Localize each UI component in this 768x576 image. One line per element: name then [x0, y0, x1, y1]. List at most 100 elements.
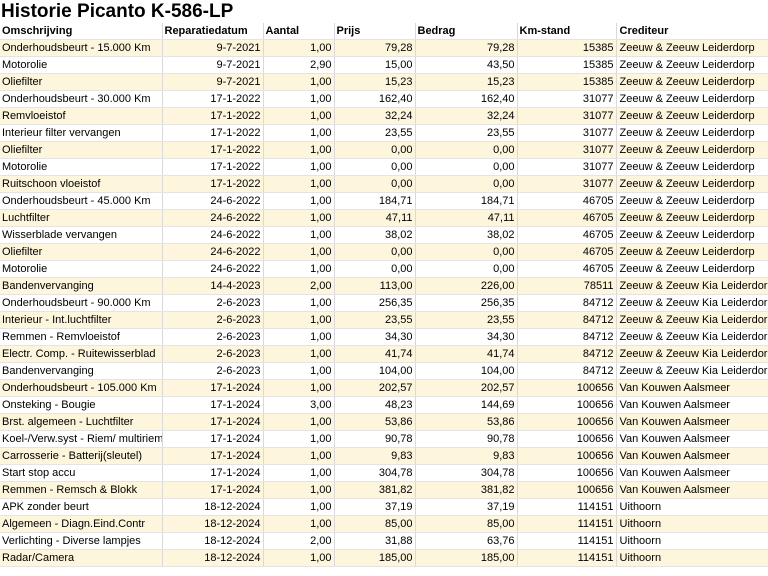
cell-prijs[interactable]: 79,28	[334, 39, 416, 57]
cell-km-stand[interactable]: 15385	[517, 73, 617, 91]
cell-bedrag[interactable]: 144,69	[415, 396, 518, 414]
cell-crediteur[interactable]: Uithoorn	[616, 549, 768, 567]
cell-aantal[interactable]: 1,00	[263, 260, 335, 278]
cell-bedrag[interactable]: 90,78	[415, 430, 518, 448]
cell-omschrijving[interactable]: Onderhoudsbeurt - 15.000 Km	[0, 39, 163, 57]
cell-km-stand[interactable]: 46705	[517, 209, 617, 227]
cell-crediteur[interactable]: Zeeuw & Zeeuw Leiderdorp	[616, 107, 768, 125]
cell-crediteur[interactable]: Zeeuw & Zeeuw Kia Leiderdorp	[616, 311, 768, 329]
cell-prijs[interactable]: 104,00	[334, 362, 416, 380]
cell-omschrijving[interactable]: Remmen - Remvloeistof	[0, 328, 163, 346]
cell-crediteur[interactable]: Zeeuw & Zeeuw Leiderdorp	[616, 243, 768, 261]
cell-bedrag[interactable]: 185,00	[415, 549, 518, 567]
cell-reparatiedatum[interactable]: 18-12-2024	[162, 532, 264, 550]
cell-prijs[interactable]: 0,00	[334, 243, 416, 261]
cell-km-stand[interactable]: 46705	[517, 243, 617, 261]
cell-crediteur[interactable]: Zeeuw & Zeeuw Kia Leiderdorp	[616, 328, 768, 346]
cell-bedrag[interactable]: 304,78	[415, 464, 518, 482]
cell-prijs[interactable]: 185,00	[334, 549, 416, 567]
cell-bedrag[interactable]: 381,82	[415, 481, 518, 499]
cell-crediteur[interactable]: Van Kouwen Aalsmeer	[616, 447, 768, 465]
cell-km-stand[interactable]: 31077	[517, 175, 617, 193]
cell-km-stand[interactable]: 46705	[517, 226, 617, 244]
cell-aantal[interactable]: 1,00	[263, 549, 335, 567]
cell-reparatiedatum[interactable]: 9-7-2021	[162, 73, 264, 91]
cell-crediteur[interactable]: Van Kouwen Aalsmeer	[616, 413, 768, 431]
cell-aantal[interactable]: 1,00	[263, 39, 335, 57]
cell-prijs[interactable]: 15,23	[334, 73, 416, 91]
cell-reparatiedatum[interactable]: 17-1-2024	[162, 447, 264, 465]
cell-aantal[interactable]: 1,00	[263, 226, 335, 244]
column-header-reparatiedatum[interactable]: Reparatiedatum	[162, 23, 264, 40]
cell-crediteur[interactable]: Zeeuw & Zeeuw Leiderdorp	[616, 209, 768, 227]
cell-prijs[interactable]: 162,40	[334, 90, 416, 108]
cell-km-stand[interactable]: 114151	[517, 498, 617, 516]
cell-bedrag[interactable]: 256,35	[415, 294, 518, 312]
cell-reparatiedatum[interactable]: 18-12-2024	[162, 549, 264, 567]
cell-aantal[interactable]: 1,00	[263, 175, 335, 193]
cell-bedrag[interactable]: 79,28	[415, 39, 518, 57]
cell-km-stand[interactable]: 15385	[517, 39, 617, 57]
cell-omschrijving[interactable]: Motorolie	[0, 56, 163, 74]
cell-omschrijving[interactable]: Brst. algemeen - Luchtfilter	[0, 413, 163, 431]
cell-prijs[interactable]: 53,86	[334, 413, 416, 431]
cell-bedrag[interactable]: 104,00	[415, 362, 518, 380]
cell-aantal[interactable]: 1,00	[263, 192, 335, 210]
cell-aantal[interactable]: 1,00	[263, 90, 335, 108]
cell-crediteur[interactable]: Van Kouwen Aalsmeer	[616, 464, 768, 482]
cell-prijs[interactable]: 47,11	[334, 209, 416, 227]
cell-omschrijving[interactable]: Motorolie	[0, 260, 163, 278]
cell-crediteur[interactable]: Zeeuw & Zeeuw Leiderdorp	[616, 73, 768, 91]
cell-omschrijving[interactable]: Carrosserie - Batterij(sleutel)	[0, 447, 163, 465]
cell-bedrag[interactable]: 43,50	[415, 56, 518, 74]
cell-km-stand[interactable]: 15385	[517, 56, 617, 74]
column-header-prijs[interactable]: Prijs	[334, 23, 416, 40]
cell-reparatiedatum[interactable]: 9-7-2021	[162, 39, 264, 57]
cell-reparatiedatum[interactable]: 17-1-2024	[162, 396, 264, 414]
cell-km-stand[interactable]: 31077	[517, 90, 617, 108]
cell-prijs[interactable]: 85,00	[334, 515, 416, 533]
cell-bedrag[interactable]: 37,19	[415, 498, 518, 516]
cell-omschrijving[interactable]: Koel-/Verw.syst - Riem/ multiriem	[0, 430, 163, 448]
cell-reparatiedatum[interactable]: 17-1-2024	[162, 464, 264, 482]
cell-prijs[interactable]: 90,78	[334, 430, 416, 448]
cell-crediteur[interactable]: Van Kouwen Aalsmeer	[616, 481, 768, 499]
cell-crediteur[interactable]: Zeeuw & Zeeuw Leiderdorp	[616, 175, 768, 193]
cell-crediteur[interactable]: Zeeuw & Zeeuw Leiderdorp	[616, 192, 768, 210]
cell-aantal[interactable]: 1,00	[263, 209, 335, 227]
cell-bedrag[interactable]: 47,11	[415, 209, 518, 227]
cell-reparatiedatum[interactable]: 17-1-2024	[162, 379, 264, 397]
cell-prijs[interactable]: 15,00	[334, 56, 416, 74]
column-header-aantal[interactable]: Aantal	[263, 23, 335, 40]
cell-crediteur[interactable]: Uithoorn	[616, 515, 768, 533]
cell-reparatiedatum[interactable]: 17-1-2022	[162, 141, 264, 159]
cell-aantal[interactable]: 1,00	[263, 447, 335, 465]
cell-km-stand[interactable]: 100656	[517, 430, 617, 448]
cell-reparatiedatum[interactable]: 2-6-2023	[162, 311, 264, 329]
cell-bedrag[interactable]: 38,02	[415, 226, 518, 244]
cell-bedrag[interactable]: 32,24	[415, 107, 518, 125]
cell-omschrijving[interactable]: Onderhoudsbeurt - 45.000 Km	[0, 192, 163, 210]
cell-aantal[interactable]: 1,00	[263, 73, 335, 91]
cell-aantal[interactable]: 2,90	[263, 56, 335, 74]
cell-bedrag[interactable]: 0,00	[415, 175, 518, 193]
cell-km-stand[interactable]: 31077	[517, 124, 617, 142]
cell-aantal[interactable]: 1,00	[263, 107, 335, 125]
cell-aantal[interactable]: 1,00	[263, 158, 335, 176]
cell-crediteur[interactable]: Zeeuw & Zeeuw Leiderdorp	[616, 226, 768, 244]
cell-reparatiedatum[interactable]: 2-6-2023	[162, 345, 264, 363]
cell-km-stand[interactable]: 78511	[517, 277, 617, 295]
cell-reparatiedatum[interactable]: 24-6-2022	[162, 192, 264, 210]
cell-omschrijving[interactable]: Oliefilter	[0, 141, 163, 159]
cell-bedrag[interactable]: 0,00	[415, 158, 518, 176]
cell-km-stand[interactable]: 31077	[517, 141, 617, 159]
cell-aantal[interactable]: 1,00	[263, 141, 335, 159]
cell-aantal[interactable]: 1,00	[263, 464, 335, 482]
cell-omschrijving[interactable]: Onderhoudsbeurt - 30.000 Km	[0, 90, 163, 108]
cell-aantal[interactable]: 1,00	[263, 328, 335, 346]
cell-omschrijving[interactable]: Onderhoudsbeurt - 105.000 Km	[0, 379, 163, 397]
cell-reparatiedatum[interactable]: 2-6-2023	[162, 362, 264, 380]
cell-bedrag[interactable]: 226,00	[415, 277, 518, 295]
cell-reparatiedatum[interactable]: 24-6-2022	[162, 260, 264, 278]
cell-prijs[interactable]: 113,00	[334, 277, 416, 295]
